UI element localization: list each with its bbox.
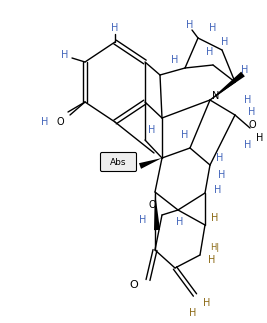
Text: H: H <box>244 140 252 150</box>
Text: H: H <box>176 217 184 227</box>
Text: H: H <box>244 95 252 105</box>
Text: H: H <box>221 37 229 47</box>
Text: H: H <box>208 255 216 265</box>
Text: H: H <box>148 125 156 135</box>
Text: H: H <box>111 23 119 33</box>
Text: H: H <box>181 130 189 140</box>
Text: H: H <box>139 215 147 225</box>
Text: O: O <box>148 200 156 210</box>
Text: H: H <box>241 65 249 75</box>
Text: H: H <box>218 170 226 180</box>
Text: O: O <box>248 120 256 130</box>
Text: H: H <box>41 117 49 127</box>
Text: N: N <box>212 91 220 101</box>
Polygon shape <box>139 158 162 169</box>
Text: H: H <box>216 153 224 163</box>
Text: Abs: Abs <box>110 158 126 166</box>
Text: H: H <box>186 20 194 30</box>
Text: H: H <box>171 55 179 65</box>
Text: H: H <box>203 298 211 308</box>
Text: H: H <box>206 47 214 57</box>
Polygon shape <box>210 72 245 100</box>
Text: H: H <box>248 107 256 117</box>
Text: H: H <box>61 50 69 60</box>
Text: H: H <box>209 23 217 33</box>
Polygon shape <box>154 192 160 230</box>
Text: H: H <box>211 213 219 223</box>
Text: H: H <box>256 133 264 143</box>
Text: O: O <box>129 280 138 290</box>
Text: H: H <box>189 308 197 318</box>
FancyBboxPatch shape <box>100 152 136 172</box>
Text: H|: H| <box>210 244 220 253</box>
Text: O: O <box>56 117 64 127</box>
Text: H: H <box>214 185 222 195</box>
